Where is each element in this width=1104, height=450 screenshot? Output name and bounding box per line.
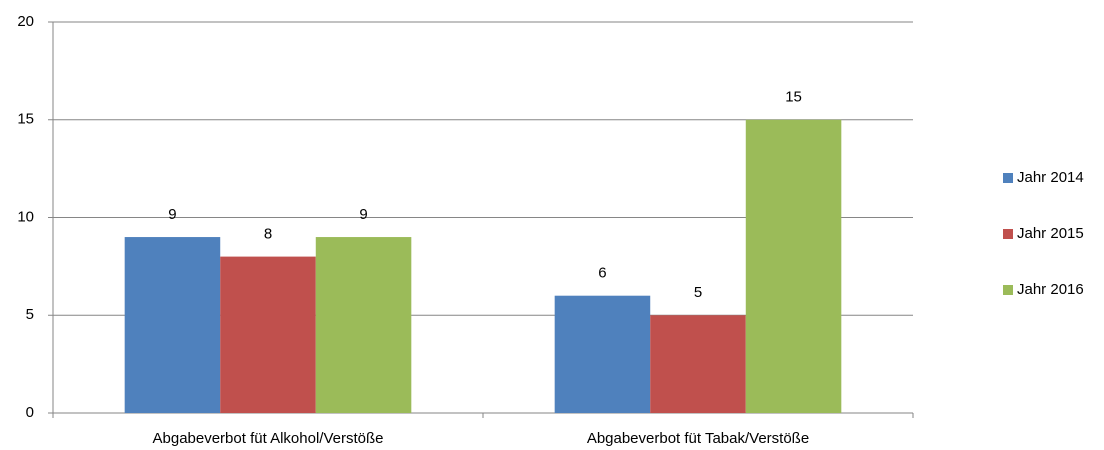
legend-swatch — [1003, 285, 1013, 295]
legend-swatch — [1003, 173, 1013, 183]
bar — [124, 237, 221, 413]
legend-label: Jahr 2014 — [1017, 169, 1084, 186]
y-tick-label: 15 — [17, 111, 34, 128]
value-label: 9 — [359, 206, 367, 223]
y-tick-label: 10 — [17, 208, 34, 225]
bar — [315, 237, 412, 413]
legend-swatch — [1003, 229, 1013, 239]
legend-label: Jahr 2015 — [1017, 225, 1084, 242]
bar — [554, 295, 651, 413]
value-label: 6 — [598, 265, 606, 282]
x-tick-label: Abgabeverbot füt Tabak/Verstöße — [587, 430, 809, 447]
y-tick-label: 0 — [26, 404, 34, 421]
value-label: 15 — [785, 89, 802, 106]
bar — [745, 119, 842, 413]
value-label: 8 — [264, 226, 272, 243]
x-tick-label: Abgabeverbot füt Alkohol/Verstöße — [153, 430, 384, 447]
bar — [650, 315, 746, 413]
legend-label: Jahr 2016 — [1017, 281, 1084, 298]
value-label: 9 — [168, 206, 176, 223]
y-tick-label: 20 — [17, 13, 34, 30]
y-tick-label: 5 — [26, 306, 34, 323]
bar — [220, 256, 316, 413]
value-label: 5 — [694, 284, 702, 301]
